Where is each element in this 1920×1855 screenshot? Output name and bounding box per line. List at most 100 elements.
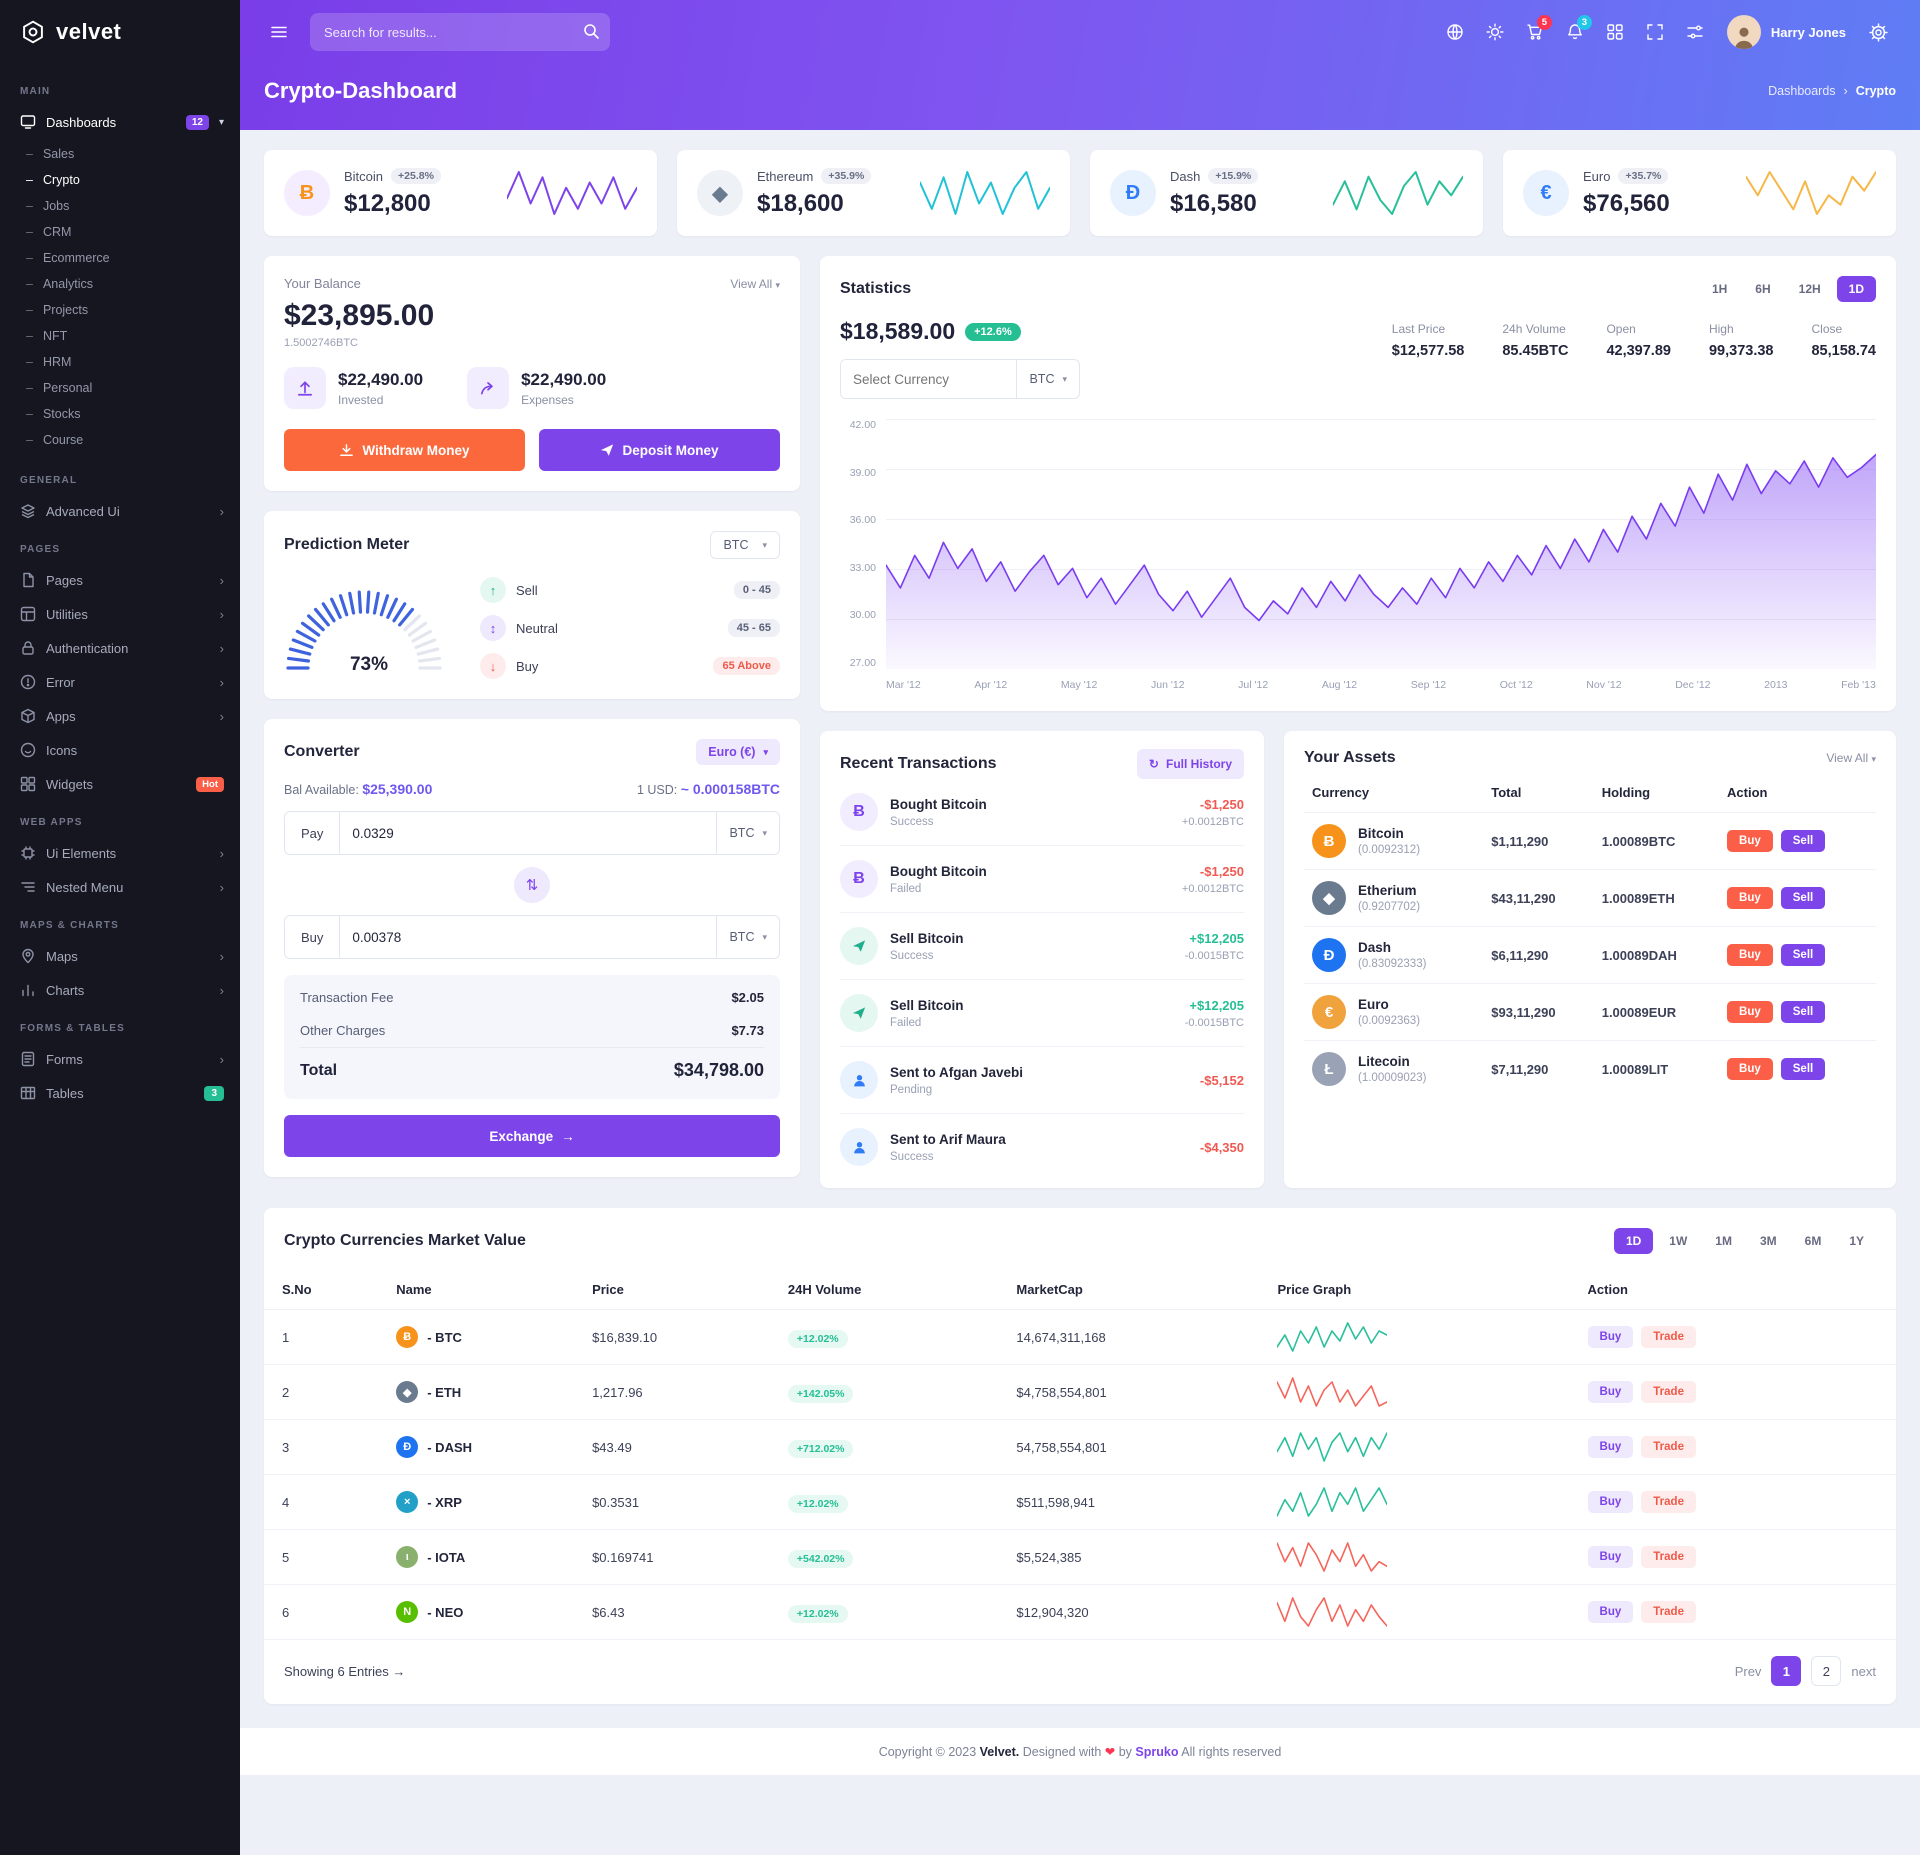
sidebar-item-widgets[interactable]: Widgets Hot [0, 767, 240, 801]
tab-1d[interactable]: 1D [1836, 276, 1876, 302]
buy-button[interactable]: Buy [1727, 1001, 1773, 1023]
trade-button[interactable]: Trade [1641, 1601, 1696, 1623]
converter-currency-select[interactable]: Euro (€) ▾ [696, 739, 780, 765]
menu-toggle-icon[interactable] [264, 17, 294, 47]
trade-button[interactable]: Trade [1641, 1381, 1696, 1403]
tab-1d[interactable]: 1D [1613, 1228, 1654, 1254]
buy-button[interactable]: Buy [1587, 1601, 1634, 1623]
sidebar-item-stocks[interactable]: Stocks [0, 401, 240, 427]
sell-button[interactable]: Sell [1780, 887, 1826, 909]
sidebar-item-dashboards[interactable]: Dashboards 12 ▾ [0, 105, 240, 139]
sidebar-item-crypto[interactable]: Crypto [0, 167, 240, 193]
buy-button[interactable]: Buy [1587, 1546, 1634, 1568]
sidebar-item-sales[interactable]: Sales [0, 141, 240, 167]
buy-button[interactable]: Buy [1587, 1381, 1634, 1403]
buy-button[interactable]: Buy [1727, 1058, 1773, 1080]
sidebar-item-tables[interactable]: Tables 3 [0, 1076, 240, 1110]
tab-6m[interactable]: 6M [1804, 1234, 1822, 1248]
buy-button[interactable]: Buy [1727, 887, 1773, 909]
sidebar-item-hrm[interactable]: HRM [0, 349, 240, 375]
tab-1m[interactable]: 1M [1715, 1234, 1732, 1248]
pagination-page-2[interactable]: 2 [1811, 1656, 1842, 1686]
search-icon[interactable] [582, 22, 600, 40]
pagination-prev[interactable]: Prev [1734, 1663, 1762, 1679]
fullscreen-icon[interactable] [1637, 14, 1673, 50]
pagination-next[interactable]: next [1851, 1663, 1876, 1679]
deposit-money-button[interactable]: Deposit Money [539, 429, 780, 471]
theme-sun-icon[interactable] [1477, 14, 1513, 50]
user-menu[interactable]: Harry Jones [1717, 15, 1856, 49]
sell-button[interactable]: Sell [1780, 830, 1826, 852]
transaction-row[interactable]: Ƀ Bought Bitcoin Failed -$1,250 +0.0012BTC [840, 846, 1244, 913]
sidebar-item-nft[interactable]: NFT [0, 323, 240, 349]
cart-icon[interactable]: 5 [1517, 14, 1553, 50]
full-history-button[interactable]: ↻ Full History [1136, 749, 1244, 779]
swap-currencies-button[interactable]: ⇅ [514, 867, 550, 903]
buy-amount-input[interactable] [340, 916, 717, 958]
trade-button[interactable]: Trade [1641, 1491, 1696, 1513]
notifications-bell-icon[interactable]: 3 [1557, 14, 1593, 50]
sidebar-item-charts[interactable]: Charts › [0, 973, 240, 1007]
search-input[interactable] [310, 13, 610, 51]
sidebar-item-advanced-ui[interactable]: Advanced Ui › [0, 494, 240, 528]
transaction-row[interactable]: Sent to Afgan Javebi Pending -$5,152 [840, 1047, 1244, 1114]
sidebar-item-icons[interactable]: Icons [0, 733, 240, 767]
sidebar-item-apps[interactable]: Apps › [0, 699, 240, 733]
sell-button[interactable]: Sell [1780, 1058, 1826, 1080]
settings-gear-icon[interactable] [1860, 14, 1896, 50]
sidebar-item-crm[interactable]: CRM [0, 219, 240, 245]
sidebar-item-jobs[interactable]: Jobs [0, 193, 240, 219]
currency-unit-select[interactable]: BTC ▾ [1016, 360, 1079, 398]
tab-6h[interactable]: 6H [1755, 282, 1771, 296]
brand-logo[interactable]: velvet [0, 0, 240, 64]
breadcrumb-dashboards[interactable]: Dashboards [1768, 84, 1836, 98]
transaction-row[interactable]: Ƀ Bought Bitcoin Success -$1,250 +0.0012BT… [840, 779, 1244, 846]
spruko-link[interactable]: Spruko [1135, 1745, 1179, 1759]
tab-12h[interactable]: 12H [1798, 282, 1821, 296]
filter-sliders-icon[interactable] [1677, 14, 1713, 50]
transaction-row[interactable]: Sell Bitcoin Success +$12,205 -0.0015BTC [840, 913, 1244, 980]
sidebar-item-ecommerce[interactable]: Ecommerce [0, 245, 240, 271]
tab-3m[interactable]: 3M [1759, 1234, 1777, 1248]
buy-button[interactable]: Buy [1587, 1436, 1634, 1458]
buy-button[interactable]: Buy [1727, 944, 1773, 966]
exchange-button[interactable]: Exchange → [284, 1115, 780, 1157]
buy-button[interactable]: Buy [1727, 830, 1773, 852]
sidebar-item-utilities[interactable]: Utilities › [0, 597, 240, 631]
apps-grid-icon[interactable] [1597, 14, 1633, 50]
stat-value: $12,800 [344, 190, 431, 217]
select-currency-input[interactable] [841, 360, 1017, 398]
sidebar-item-ui-elements[interactable]: Ui Elements › [0, 836, 240, 870]
sidebar-item-analytics[interactable]: Analytics [0, 271, 240, 297]
sidebar-item-authentication[interactable]: Authentication › [0, 631, 240, 665]
prediction-currency-select[interactable]: BTC ▾ [710, 531, 780, 559]
pagination-page-1[interactable]: 1 [1771, 1656, 1802, 1686]
trade-button[interactable]: Trade [1641, 1436, 1696, 1458]
pay-amount-input[interactable] [340, 812, 717, 854]
sidebar-item-nested-menu[interactable]: Nested Menu › [0, 870, 240, 904]
trade-button[interactable]: Trade [1641, 1326, 1696, 1348]
tab-1y[interactable]: 1Y [1849, 1234, 1864, 1248]
sidebar-item-projects[interactable]: Projects [0, 297, 240, 323]
withdraw-money-button[interactable]: Withdraw Money [284, 429, 525, 471]
trade-button[interactable]: Trade [1641, 1546, 1696, 1568]
tab-1h[interactable]: 1H [1711, 282, 1728, 296]
sidebar-item-personal[interactable]: Personal [0, 375, 240, 401]
pay-unit-select[interactable]: BTC ▾ [716, 812, 779, 854]
language-globe-icon[interactable] [1437, 14, 1473, 50]
buy-button[interactable]: Buy [1587, 1326, 1634, 1348]
transaction-row[interactable]: Sent to Arif Maura Success -$4,350 [840, 1114, 1244, 1180]
tab-1w[interactable]: 1W [1669, 1234, 1688, 1248]
sell-button[interactable]: Sell [1780, 944, 1826, 966]
buy-unit-select[interactable]: BTC ▾ [716, 916, 779, 958]
transaction-row[interactable]: Sell Bitcoin Failed +$12,205 -0.0015BTC [840, 980, 1244, 1047]
sidebar-item-error[interactable]: Error › [0, 665, 240, 699]
sidebar-item-maps[interactable]: Maps › [0, 939, 240, 973]
sidebar-item-pages[interactable]: Pages › [0, 563, 240, 597]
sell-button[interactable]: Sell [1780, 1001, 1826, 1023]
buy-button[interactable]: Buy [1587, 1491, 1634, 1513]
assets-view-all[interactable]: View All ▾ [1826, 751, 1876, 765]
sidebar-item-course[interactable]: Course [0, 427, 240, 453]
sidebar-item-forms[interactable]: Forms › [0, 1042, 240, 1076]
balance-view-all[interactable]: View All ▾ [730, 276, 780, 291]
